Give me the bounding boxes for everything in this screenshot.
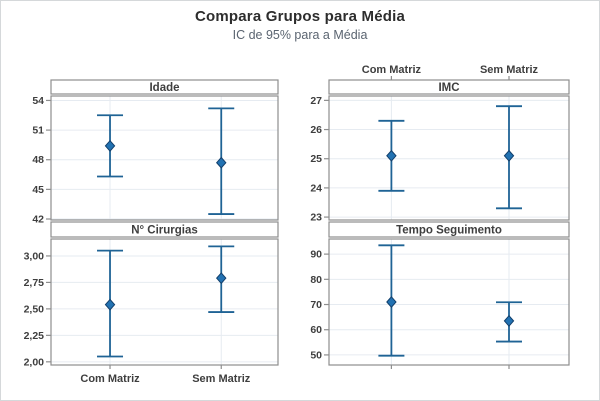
y-tick-label: 24 <box>310 182 322 194</box>
y-tick-label: 48 <box>32 154 44 166</box>
plot-frame <box>328 238 570 366</box>
interval-imc-2 <box>496 105 522 210</box>
category-label-top: Sem Matriz <box>480 64 539 76</box>
interval-tempo-2 <box>496 301 522 343</box>
panel-title: Tempo Seguimento <box>396 225 502 237</box>
interval-imc-1 <box>378 119 405 192</box>
panel-title: Idade <box>149 82 179 94</box>
y-tick-label: 60 <box>310 324 322 336</box>
panel-header-band <box>328 79 570 95</box>
chart-title: Compara Grupos para Média <box>194 8 406 25</box>
y-tick-label: 26 <box>310 124 322 136</box>
y-tick-label: 70 <box>310 299 322 311</box>
y-tick-label: 45 <box>32 184 44 196</box>
y-tick-label: 51 <box>32 125 44 137</box>
interval-idade-2 <box>208 107 235 215</box>
y-tick-label: 54 <box>32 95 44 107</box>
panel-tempo: Tempo Seguimento 50 60 70 80 90 <box>310 221 570 369</box>
y-tick-label: 50 <box>310 349 322 361</box>
mean-marker <box>215 156 227 169</box>
mean-marker <box>503 314 515 327</box>
mean-marker <box>104 298 116 311</box>
mean-marker <box>386 149 397 162</box>
y-tick-label: 25 <box>310 153 322 165</box>
panel-cirurgias: N° Cirurgias 2,00 2,25 2,50 2,75 3,00 Com Matr… <box>24 221 279 385</box>
plot-frame <box>328 95 570 221</box>
panel-title: N° Cirurgias <box>131 225 198 237</box>
y-tick-label: 2,75 <box>24 277 45 289</box>
mean-marker <box>104 139 116 152</box>
y-tick-label: 42 <box>32 214 44 226</box>
category-label-top: Com Matriz <box>362 64 422 76</box>
interval-cirurgias-2 <box>208 245 235 313</box>
panel-header-band <box>328 221 570 238</box>
y-tick-label: 2,00 <box>24 356 45 368</box>
plot-frame <box>50 238 279 366</box>
mean-marker <box>215 272 227 285</box>
mean-marker <box>503 149 515 162</box>
y-tick-label: 90 <box>310 249 322 261</box>
panel-idade: Idade 42 45 48 51 54 <box>32 79 279 226</box>
mean-marker <box>386 296 397 308</box>
y-tick-label: 23 <box>310 212 322 224</box>
panel-imc: IMC 23 24 25 26 27 Com Matriz Sem Matriz <box>310 64 570 224</box>
interval-tempo-1 <box>378 244 405 357</box>
y-tick-label: 2,25 <box>24 330 45 342</box>
category-label-bottom: Com Matriz <box>80 373 140 385</box>
interval-cirurgias-1 <box>97 249 124 358</box>
panel-title: IMC <box>438 82 459 94</box>
y-tick-label: 3,00 <box>24 250 45 262</box>
y-tick-label: 27 <box>310 95 322 107</box>
interval-idade-1 <box>97 114 124 178</box>
panel-header-band <box>50 79 279 95</box>
panel-header-band <box>50 221 279 238</box>
chart-subtitle: IC de 95% para a Média <box>232 28 368 42</box>
y-tick-label: 80 <box>310 274 322 286</box>
y-tick-label: 2,50 <box>24 303 45 315</box>
plot-frame <box>50 95 279 221</box>
category-label-bottom: Sem Matriz <box>192 373 251 385</box>
